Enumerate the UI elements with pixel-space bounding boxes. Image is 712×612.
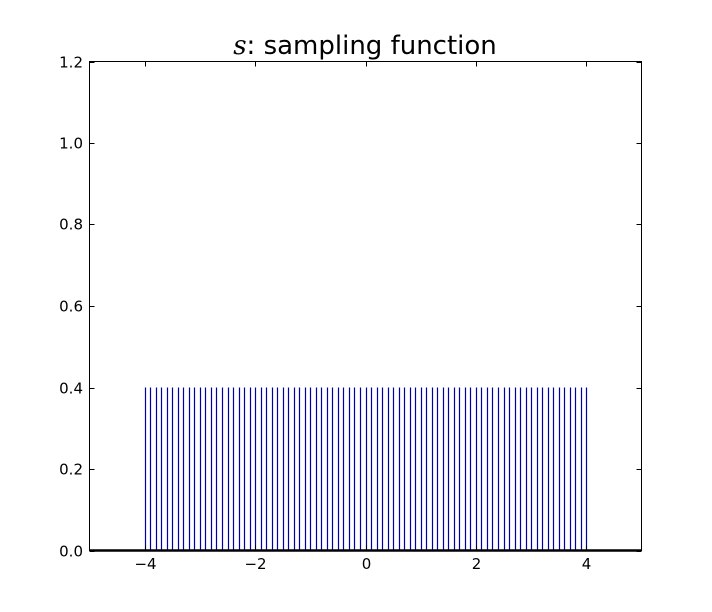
x-tick-label: −4 [134, 555, 156, 573]
x-tick-label: 4 [582, 555, 592, 573]
y-tick-label: 0.8 [59, 216, 83, 234]
y-tick-label: 0.4 [59, 380, 83, 398]
chart-title-text: : sampling function [247, 31, 497, 61]
y-tick-label: 1.0 [59, 135, 83, 153]
y-tick-label: 0.2 [59, 461, 83, 479]
y-tick-label: 1.2 [59, 54, 83, 72]
chart-title: s: sampling function [233, 31, 497, 61]
x-tick-label: −2 [244, 555, 266, 573]
y-tick-label: 0.0 [59, 543, 83, 561]
x-tick-label: 2 [472, 555, 482, 573]
y-tick-label: 0.6 [59, 298, 83, 316]
plot-area: −4 −2 0 2 4 0.0 0.2 0.4 0.6 0.8 1.0 1.2 [59, 54, 642, 573]
chart-title-variable: s [233, 31, 246, 61]
x-tick-label: 0 [362, 555, 372, 573]
